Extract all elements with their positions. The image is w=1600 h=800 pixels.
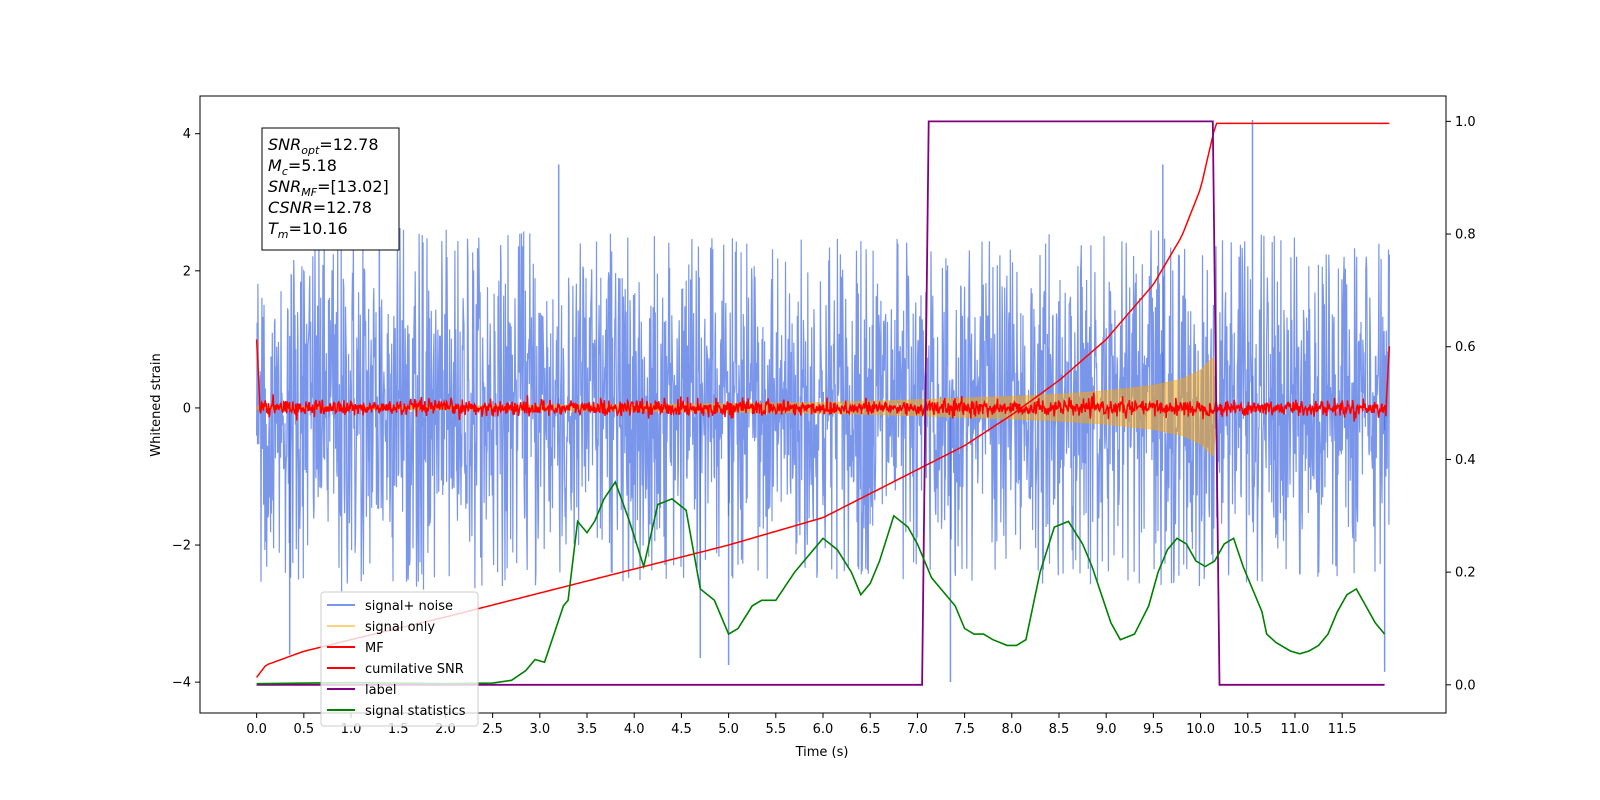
x-tick-label: 5.0 [718,722,739,737]
y-tick-label-left: 0 [183,401,191,416]
x-tick-label: 4.5 [671,722,692,737]
legend-frame [320,591,479,727]
x-tick-label: 10.0 [1186,722,1215,737]
annotation-line: SNRopt=12.78 [268,135,379,157]
x-tick-label: 4.0 [624,722,645,737]
series-signal-statistics [256,480,1386,685]
x-tick-label: 2.5 [482,722,503,737]
annotation-symbol: CSNR [268,198,313,217]
axes: 0.0 0.5 1.0 1.5 2.0 2.5 3.0 3.5 4.0 4.5 5.0 5.5 6.0 6… [172,115,1476,737]
annotation-value: =12.78 [319,135,378,154]
series-label [256,120,1385,686]
y-tick-label-left: 2 [183,264,191,279]
y-tick-label-left: −4 [172,676,191,691]
x-tick-label: 5.5 [765,722,786,737]
annotation-subscript: c [282,165,288,178]
annotation-symbol: M [268,156,282,175]
x-tick-label: 6.0 [813,722,834,737]
y-tick-label-left: 4 [183,127,191,142]
annotation-symbol: SNR [268,135,301,154]
y-tick-label-right: 1.0 [1455,115,1476,130]
plot-area [255,119,1391,686]
y-tick-label-right: 0.6 [1455,340,1476,355]
y-tick-label-right: 0.4 [1455,453,1476,468]
x-tick-label: 9.5 [1143,722,1164,737]
legend-label: label [365,683,396,698]
x-tick-label: 0.5 [293,722,314,737]
x-tick-label: 3.5 [577,722,598,737]
annotation-value: =5.18 [288,156,337,175]
series-mf [255,339,1391,422]
annotation-subscript: opt [301,144,320,157]
annotation-line: SNRMF=[13.02] [268,177,389,199]
legend-label: signal+ noise [365,599,453,614]
y-tick-label-right: 0.0 [1455,678,1476,693]
legend-label: signal statistics [365,704,466,719]
annotation-subscript: MF [301,186,317,199]
x-tick-label: 7.5 [954,722,975,737]
x-tick-label: 8.0 [1001,722,1022,737]
legend-label: MF [365,641,384,656]
x-tick-label: 11.5 [1328,722,1357,737]
x-tick-label: 3.0 [529,722,550,737]
x-tick-label: 0.0 [246,722,267,737]
legend: signal+ noise signal only MF cumilative SNR… [320,591,479,727]
annotation-line: Mc=5.18 [268,156,337,178]
x-tick-label: 7.0 [907,722,928,737]
x-tick-label: 10.5 [1233,722,1262,737]
annotation-line: Tm=10.16 [268,219,348,241]
x-tick-label: 8.5 [1049,722,1070,737]
x-tick-label: 6.5 [860,722,881,737]
x-tick-label: 9.0 [1096,722,1117,737]
x-axis-label: Time (s) [795,745,849,760]
annotation-value: =[13.02] [317,177,389,196]
annotation-value: =10.16 [289,219,348,238]
legend-label: signal only [365,620,435,635]
y-tick-label-right: 0.2 [1455,566,1476,581]
annotation-frame [261,127,400,251]
annotation-subscript: m [278,228,289,241]
annotation-value: =12.78 [313,198,372,217]
legend-label: cumilative SNR [365,662,464,677]
y-tick-label-right: 0.8 [1455,228,1476,243]
y-tick-label-left: −2 [172,539,191,554]
annotation-symbol: SNR [268,177,301,196]
x-tick-label: 11.0 [1280,722,1309,737]
annotation-line: CSNR=12.78 [268,198,372,217]
annotation-box: SNRopt=12.78Mc=5.18SNRMF=[13.02]CSNR=12.… [261,127,400,251]
annotation-symbol: T [268,219,279,238]
y-axis-label: Whitened strain [149,353,164,456]
